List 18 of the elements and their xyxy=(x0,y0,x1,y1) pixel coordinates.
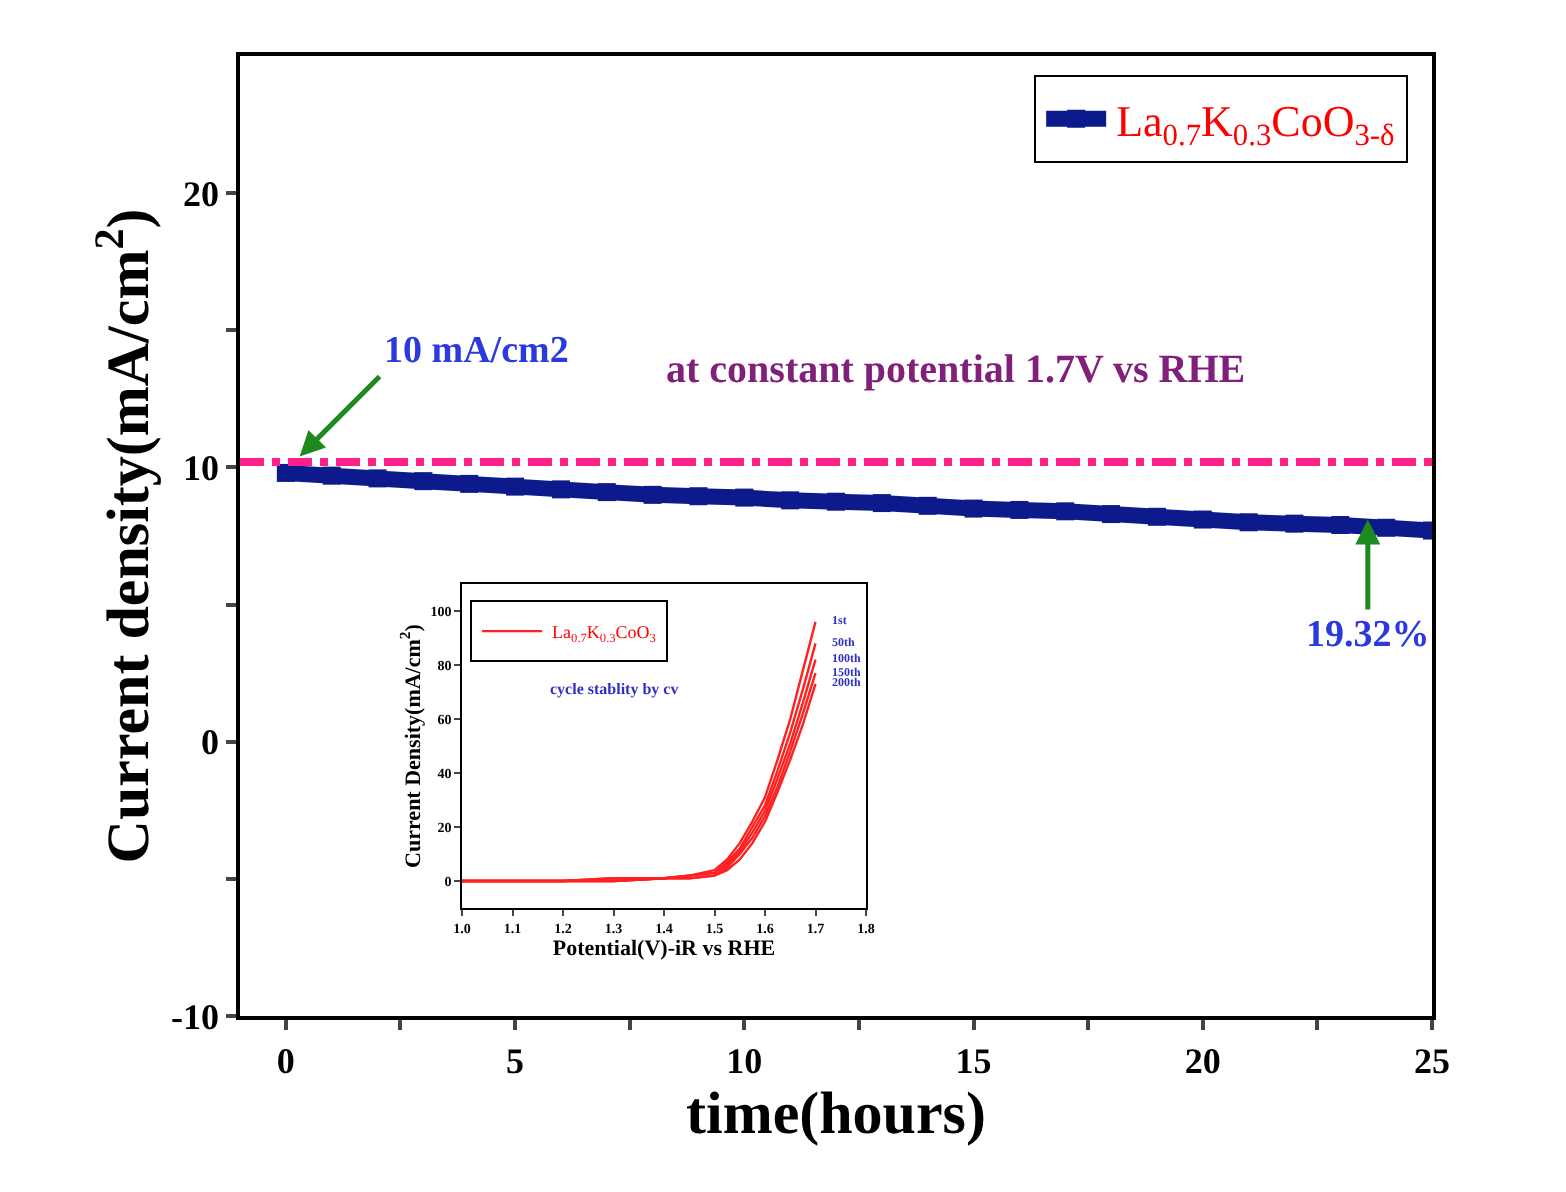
x-axis-title: Potential(V)-iR vs RHE xyxy=(552,937,776,961)
x-tick-label: 25 xyxy=(1414,1041,1450,1081)
annotation: 19.32% xyxy=(1306,614,1430,656)
x-axis-title: time(hours) xyxy=(686,1081,986,1147)
x-tick-label: 5 xyxy=(506,1041,525,1081)
y-tick-label: 10 xyxy=(183,448,219,489)
x-tick-label: 0 xyxy=(276,1041,295,1081)
y-tick-label: 20 xyxy=(183,173,219,214)
legend-label: La$_{0.7}$K$_{0.3}$CoO$_{3-δ}$ xyxy=(1116,95,1395,154)
legend-label: La$_{0.7}$K$_{0.3}$CoO$_{3}$ xyxy=(552,622,656,646)
y-tick-label: -10 xyxy=(171,996,219,1037)
annotation: at constant potential 1.7V vs RHE xyxy=(666,348,1246,392)
annotation: 10 mA/cm2 xyxy=(384,330,569,372)
y-tick-label: 0 xyxy=(201,722,219,763)
x-tick-label: 15 xyxy=(955,1041,992,1081)
annotation: cycle stablity by cv xyxy=(550,680,679,698)
x-tick-label: 20 xyxy=(1184,1041,1221,1081)
x-tick-label: 10 xyxy=(726,1041,763,1081)
